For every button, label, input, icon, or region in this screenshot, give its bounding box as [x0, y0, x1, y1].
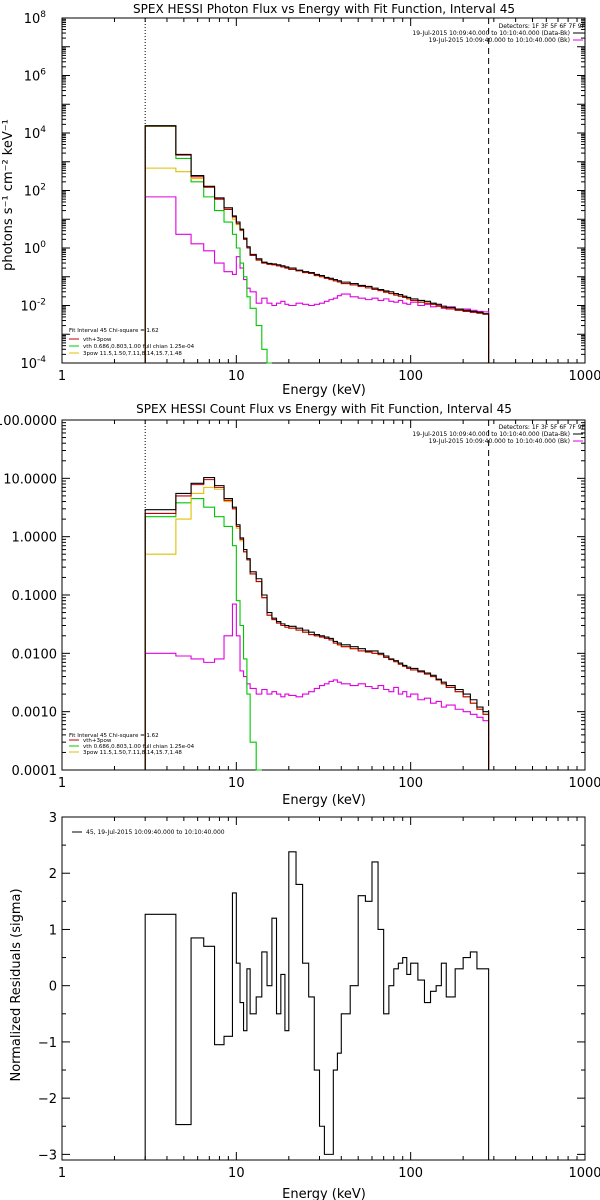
x-axis-label: Energy (keV): [282, 383, 366, 398]
info-vth: vth 0.686,0.803,1.00 full chian 1.25e-04: [83, 744, 195, 750]
x-tick-label: 1: [58, 369, 66, 384]
info-3pow: 3pow 11.5,1.50,7.11,8.14,15.7,1.48: [83, 750, 182, 756]
info-fit-interval: Fit Interval 45 Chi-square = 1.62: [69, 733, 159, 739]
series-total: [144, 479, 490, 770]
y-tick-label: −3: [38, 1148, 57, 1163]
series-thermal: [144, 498, 262, 771]
series-power: [144, 167, 490, 363]
y-tick-label: 108: [24, 10, 47, 27]
y-tick-label: 106: [24, 68, 47, 85]
y-tick-label: −2: [38, 1092, 57, 1107]
series-background: [144, 196, 490, 363]
x-tick-label: 100: [398, 776, 423, 791]
info-data-range: 19-Jul-2015 10:09:40.000 to 10:10:40.000…: [412, 30, 570, 37]
info-model: vth+3pow: [83, 738, 112, 744]
x-tick-label: 100: [398, 369, 423, 384]
series-thermal: [144, 125, 272, 364]
y-axis-label: photons s⁻¹ cm⁻² keV⁻¹: [1, 119, 16, 271]
y-tick-exponent: 8: [40, 10, 46, 20]
y-tick-label: 10-2: [20, 298, 46, 315]
info-left: Fit Interval 45 Chi-square = 1.62 vth+3p…: [69, 328, 195, 357]
x-axis-label: Energy (keV): [282, 1187, 366, 1200]
y-tick-exponent: -4: [37, 355, 46, 365]
info-detectors: Detectors: 1F 3F 5F 6F 7F 9F: [499, 23, 586, 30]
y-tick-label: 1.0000: [12, 531, 58, 546]
y-tick-label: 104: [24, 125, 47, 142]
y-tick-label: 0.0001: [12, 764, 58, 779]
x-tick-label: 1000: [568, 369, 600, 384]
series-data: [144, 125, 490, 363]
info-fit-interval: Fit Interval 45 Chi-square = 1.62: [69, 328, 159, 334]
info-vth: vth 0.686,0.803,1.00 full chian 1.25e-04: [83, 344, 195, 350]
chart-title: SPEX HESSI Count Flux vs Energy with Fit…: [136, 402, 512, 416]
series-total: [144, 125, 490, 363]
y-tick-exponent: -2: [37, 298, 46, 308]
info-bk-range: 19-Jul-2015 10:09:40.000 to 10:10:40.000…: [429, 438, 570, 445]
series-power: [144, 486, 490, 770]
residuals-chart: Normalized Residuals (sigma) Energy (keV…: [9, 811, 600, 1200]
y-tick-label: 10.0000: [3, 472, 57, 487]
info-left: Fit Interval 45 Chi-square = 1.62 vth+3p…: [69, 733, 195, 756]
info-3pow: 3pow 11.5,1.50,7.11,8.14,15.7,1.48: [83, 351, 182, 357]
y-tick-label: 0.0100: [12, 647, 58, 662]
y-tick-exponent: 4: [40, 125, 46, 135]
info-right: Detectors: 1F 3F 5F 6F 7F 9F 19-Jul-2015…: [412, 424, 585, 445]
y-tick-exponent: 2: [40, 183, 46, 193]
x-tick-label: 10: [228, 1166, 245, 1181]
y-tick-label: 0.0010: [12, 706, 58, 721]
plot-frame: [61, 816, 586, 1161]
y-tick-label: 100.0000: [0, 414, 57, 429]
y-tick-label: 1: [49, 923, 57, 938]
y-tick-label: 2: [49, 867, 57, 882]
y-tick-exponent: 6: [40, 68, 46, 78]
photon-flux-chart: SPEX HESSI Photon Flux vs Energy with Fi…: [1, 2, 600, 398]
x-tick-label: 1: [58, 776, 66, 791]
residuals-line: [144, 851, 490, 1160]
series-data: [144, 477, 490, 770]
x-tick-label: 10: [228, 776, 245, 791]
x-tick-label: 1000: [568, 776, 600, 791]
y-tick-label: 10-4: [20, 355, 46, 372]
info-bk-range: 19-Jul-2015 10:09:40.000 to 10:10:40.000…: [429, 37, 570, 44]
y-tick-label: 100: [24, 240, 47, 257]
residuals-legend: 45, 19-Jul-2015 10:09:40.000 to 10:10:40…: [86, 829, 225, 836]
x-tick-label: 100: [398, 1166, 423, 1181]
x-tick-label: 1: [58, 1166, 66, 1181]
y-tick-label: 3: [49, 811, 57, 826]
info-right: Detectors: 1F 3F 5F 6F 7F 9F 19-Jul-2015…: [412, 23, 585, 44]
y-axis-label: Normalized Residuals (sigma): [9, 888, 24, 1081]
info-data-range: 19-Jul-2015 10:09:40.000 to 10:10:40.000…: [412, 431, 570, 438]
plot-frame: [61, 419, 586, 771]
count-flux-chart: SPEX HESSI Count Flux vs Energy with Fit…: [0, 402, 600, 808]
y-tick-label: 0: [49, 980, 57, 995]
series-background: [144, 603, 490, 770]
plot-frame: [61, 17, 586, 364]
chart-title: SPEX HESSI Photon Flux vs Energy with Fi…: [133, 2, 515, 16]
x-axis-label: Energy (keV): [282, 793, 366, 808]
x-tick-label: 10: [228, 369, 245, 384]
info-detectors: Detectors: 1F 3F 5F 6F 7F 9F: [499, 424, 586, 431]
y-tick-label: 0.1000: [12, 589, 58, 604]
y-tick-label: −1: [38, 1036, 57, 1051]
info-model: vth+3pow: [83, 337, 112, 343]
y-tick-exponent: 0: [40, 240, 46, 250]
y-tick-label: 102: [24, 183, 46, 200]
x-tick-label: 1000: [568, 1166, 600, 1181]
